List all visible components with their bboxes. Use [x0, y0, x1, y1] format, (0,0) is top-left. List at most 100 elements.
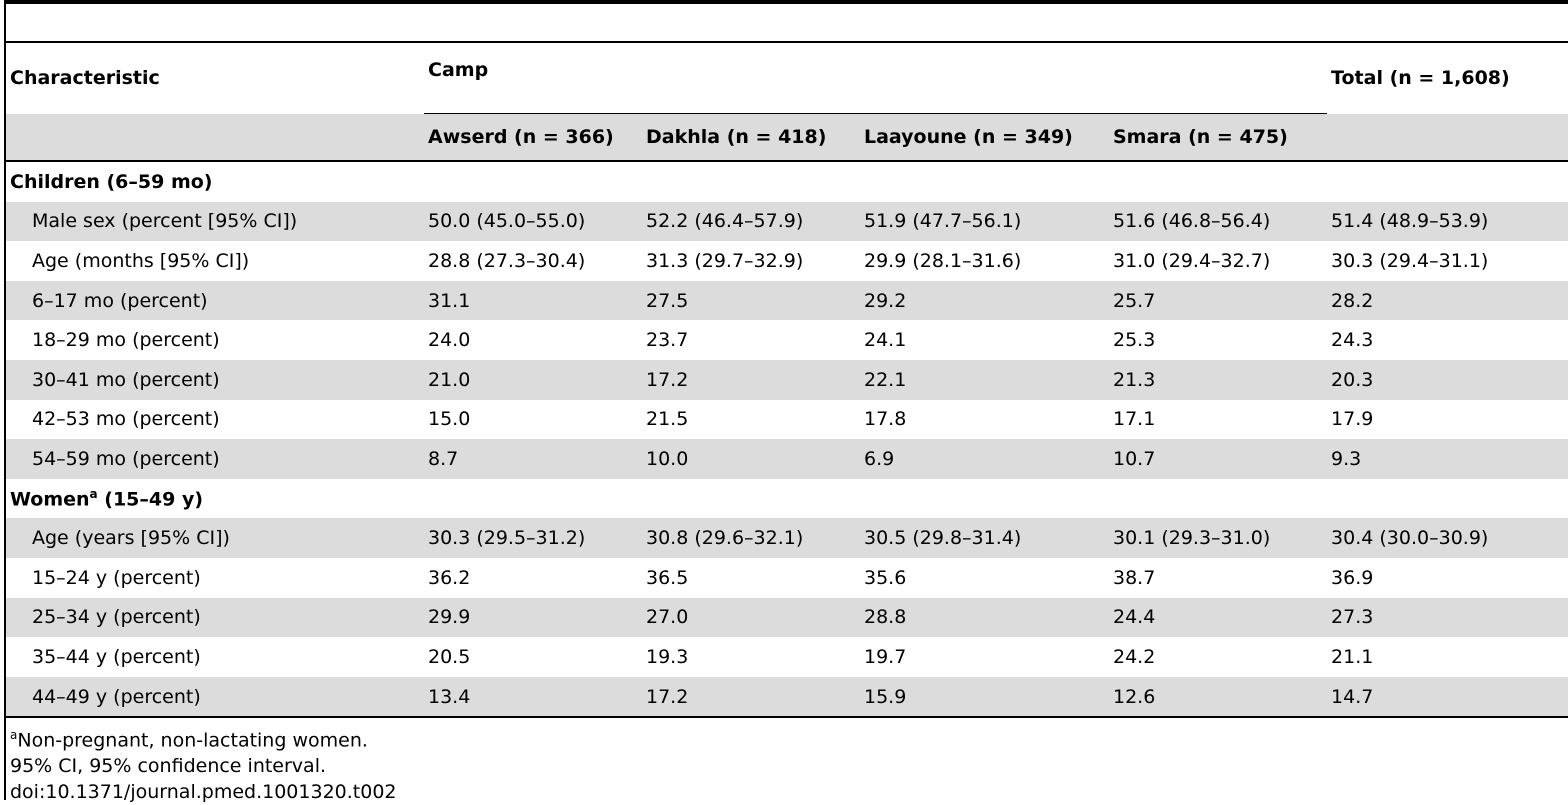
table-row: 54–59 mo (percent) 8.7 10.0 6.9 10.7 9.3: [6, 439, 1568, 479]
cell: 30.3 (29.4–31.1): [1331, 249, 1489, 272]
cell: 28.8 (27.3–30.4): [428, 249, 586, 272]
header-camp-dakhla: Dakhla (n = 418): [642, 113, 860, 162]
group-row-children: Children (6–59 mo): [6, 161, 1568, 202]
cell: 23.7: [646, 329, 689, 352]
table-row: 42–53 mo (percent) 15.0 21.5 17.8 17.1 1…: [6, 400, 1568, 440]
cell: 30.1 (29.3–31.0): [1109, 518, 1328, 558]
footnote-a: aNon-pregnant, non-lactating women.: [10, 728, 368, 752]
table-footnotes: aNon-pregnant, non-lactating women. 95% …: [10, 722, 397, 805]
table-row: 18–29 mo (percent) 24.0 23.7 24.1 25.3 2…: [6, 320, 1568, 360]
cell: 15.0: [428, 408, 471, 431]
row-label: 25–34 y (percent): [6, 597, 424, 638]
cell: 17.1: [1113, 408, 1156, 431]
cell: 28.2: [1327, 280, 1568, 321]
cell: 9.3: [1327, 439, 1568, 479]
row-label: Age (years [95% CI]): [6, 518, 424, 558]
cell: 36.2: [428, 566, 471, 589]
data-table: Characteristic Camp Total (n = 1,608) Aw…: [6, 41, 1568, 719]
cell: 21.5: [646, 408, 689, 431]
cell: 51.4 (48.9–53.9): [1327, 201, 1568, 242]
table-row: 35–44 y (percent) 20.5 19.3 19.7 24.2 21…: [6, 637, 1568, 677]
table-row: 15–24 y (percent) 36.2 36.5 35.6 38.7 36…: [6, 558, 1568, 598]
cell: 17.9: [1331, 408, 1374, 431]
cell: 10.0: [642, 439, 860, 479]
row-label: 30–41 mo (percent): [6, 359, 424, 400]
cell: 24.1: [864, 329, 907, 352]
row-label: Male sex (percent [95% CI]): [6, 201, 424, 242]
cell: 17.2: [642, 359, 860, 400]
cell: 52.2 (46.4–57.9): [642, 201, 860, 242]
cell: 36.5: [646, 566, 689, 589]
cell: 30.8 (29.6–32.1): [642, 518, 860, 558]
row-label: 54–59 mo (percent): [6, 439, 424, 479]
cell: 10.7: [1109, 439, 1328, 479]
cell: 14.7: [1327, 676, 1568, 718]
header-camp: Camp: [428, 59, 489, 81]
cell: 21.3: [1109, 359, 1328, 400]
table-row: 25–34 y (percent) 29.9 27.0 28.8 24.4 27…: [6, 597, 1568, 638]
row-label: 35–44 y (percent): [32, 645, 201, 668]
cell: 24.4: [1109, 597, 1328, 638]
header-row-2: Awserd (n = 366) Dakhla (n = 418) Laayou…: [6, 113, 1568, 162]
cell: 19.3: [646, 645, 689, 668]
cell: 31.1: [424, 280, 642, 321]
cell: 51.9 (47.7–56.1): [860, 201, 1109, 242]
cell: 29.9 (28.1–31.6): [864, 249, 1022, 272]
cell: 30.4 (30.0–30.9): [1327, 518, 1568, 558]
cell: 31.3 (29.7–32.9): [646, 249, 804, 272]
cell: 8.7: [424, 439, 642, 479]
group-label: Children (6–59 mo): [10, 170, 213, 193]
cell: 21.0: [424, 359, 642, 400]
header-characteristic: Characteristic: [10, 67, 160, 90]
cell: 28.8: [860, 597, 1109, 638]
cell: 29.9: [424, 597, 642, 638]
cell: 51.6 (46.8–56.4): [1109, 201, 1328, 242]
cell: 17.2: [642, 676, 860, 718]
cell: 27.0: [642, 597, 860, 638]
cell: 36.9: [1331, 566, 1374, 589]
header-camp-smara: Smara (n = 475): [1109, 113, 1328, 162]
top-rule: [4, 0, 1568, 4]
cell: 31.0 (29.4–32.7): [1113, 249, 1271, 272]
cell: 38.7: [1113, 566, 1156, 589]
row-label: 6–17 mo (percent): [6, 280, 424, 321]
cell: 6.9: [860, 439, 1109, 479]
cell: 15.9: [860, 676, 1109, 718]
cell: 30.5 (29.8–31.4): [860, 518, 1109, 558]
cell: 30.3 (29.5–31.2): [424, 518, 642, 558]
table-row: 6–17 mo (percent) 31.1 27.5 29.2 25.7 28…: [6, 280, 1568, 321]
cell: 13.4: [424, 676, 642, 718]
header-row-1: Characteristic Camp Total (n = 1,608): [6, 42, 1568, 114]
table-row: 44–49 y (percent) 13.4 17.2 15.9 12.6 14…: [6, 676, 1568, 718]
cell: 24.0: [428, 329, 471, 352]
cell: 27.5: [642, 280, 860, 321]
cell: 50.0 (45.0–55.0): [424, 201, 642, 242]
cell: 12.6: [1109, 676, 1328, 718]
table-row: 30–41 mo (percent) 21.0 17.2 22.1 21.3 2…: [6, 359, 1568, 400]
cell: 27.3: [1327, 597, 1568, 638]
row-label: 42–53 mo (percent): [32, 408, 220, 431]
left-rule: [4, 0, 6, 800]
header-camp-awserd: Awserd (n = 366): [424, 113, 642, 162]
cell: 17.8: [864, 408, 907, 431]
row-label: 18–29 mo (percent): [32, 329, 220, 352]
row-label: 44–49 y (percent): [6, 676, 424, 718]
cell: 35.6: [864, 566, 907, 589]
cell: 24.3: [1331, 329, 1374, 352]
cell: 25.3: [1113, 329, 1156, 352]
cell: 29.2: [860, 280, 1109, 321]
table-row: Age (years [95% CI]) 30.3 (29.5–31.2) 30…: [6, 518, 1568, 558]
row-label: 15–24 y (percent): [32, 566, 201, 589]
group-label: Womena (15–49 y): [10, 486, 204, 511]
cell: 25.7: [1109, 280, 1328, 321]
header-total: Total (n = 1,608): [1331, 67, 1510, 90]
cell: 20.3: [1327, 359, 1568, 400]
header-camp-laayoune: Laayoune (n = 349): [860, 113, 1109, 162]
cell: 19.7: [864, 645, 907, 668]
table-row: Age (months [95% CI]) 28.8 (27.3–30.4) 3…: [6, 241, 1568, 281]
row-label: Age (months [95% CI]): [32, 249, 250, 272]
cell: 24.2: [1113, 645, 1156, 668]
table-row: Male sex (percent [95% CI]) 50.0 (45.0–5…: [6, 201, 1568, 242]
cell: 22.1: [860, 359, 1109, 400]
cell: 20.5: [428, 645, 471, 668]
